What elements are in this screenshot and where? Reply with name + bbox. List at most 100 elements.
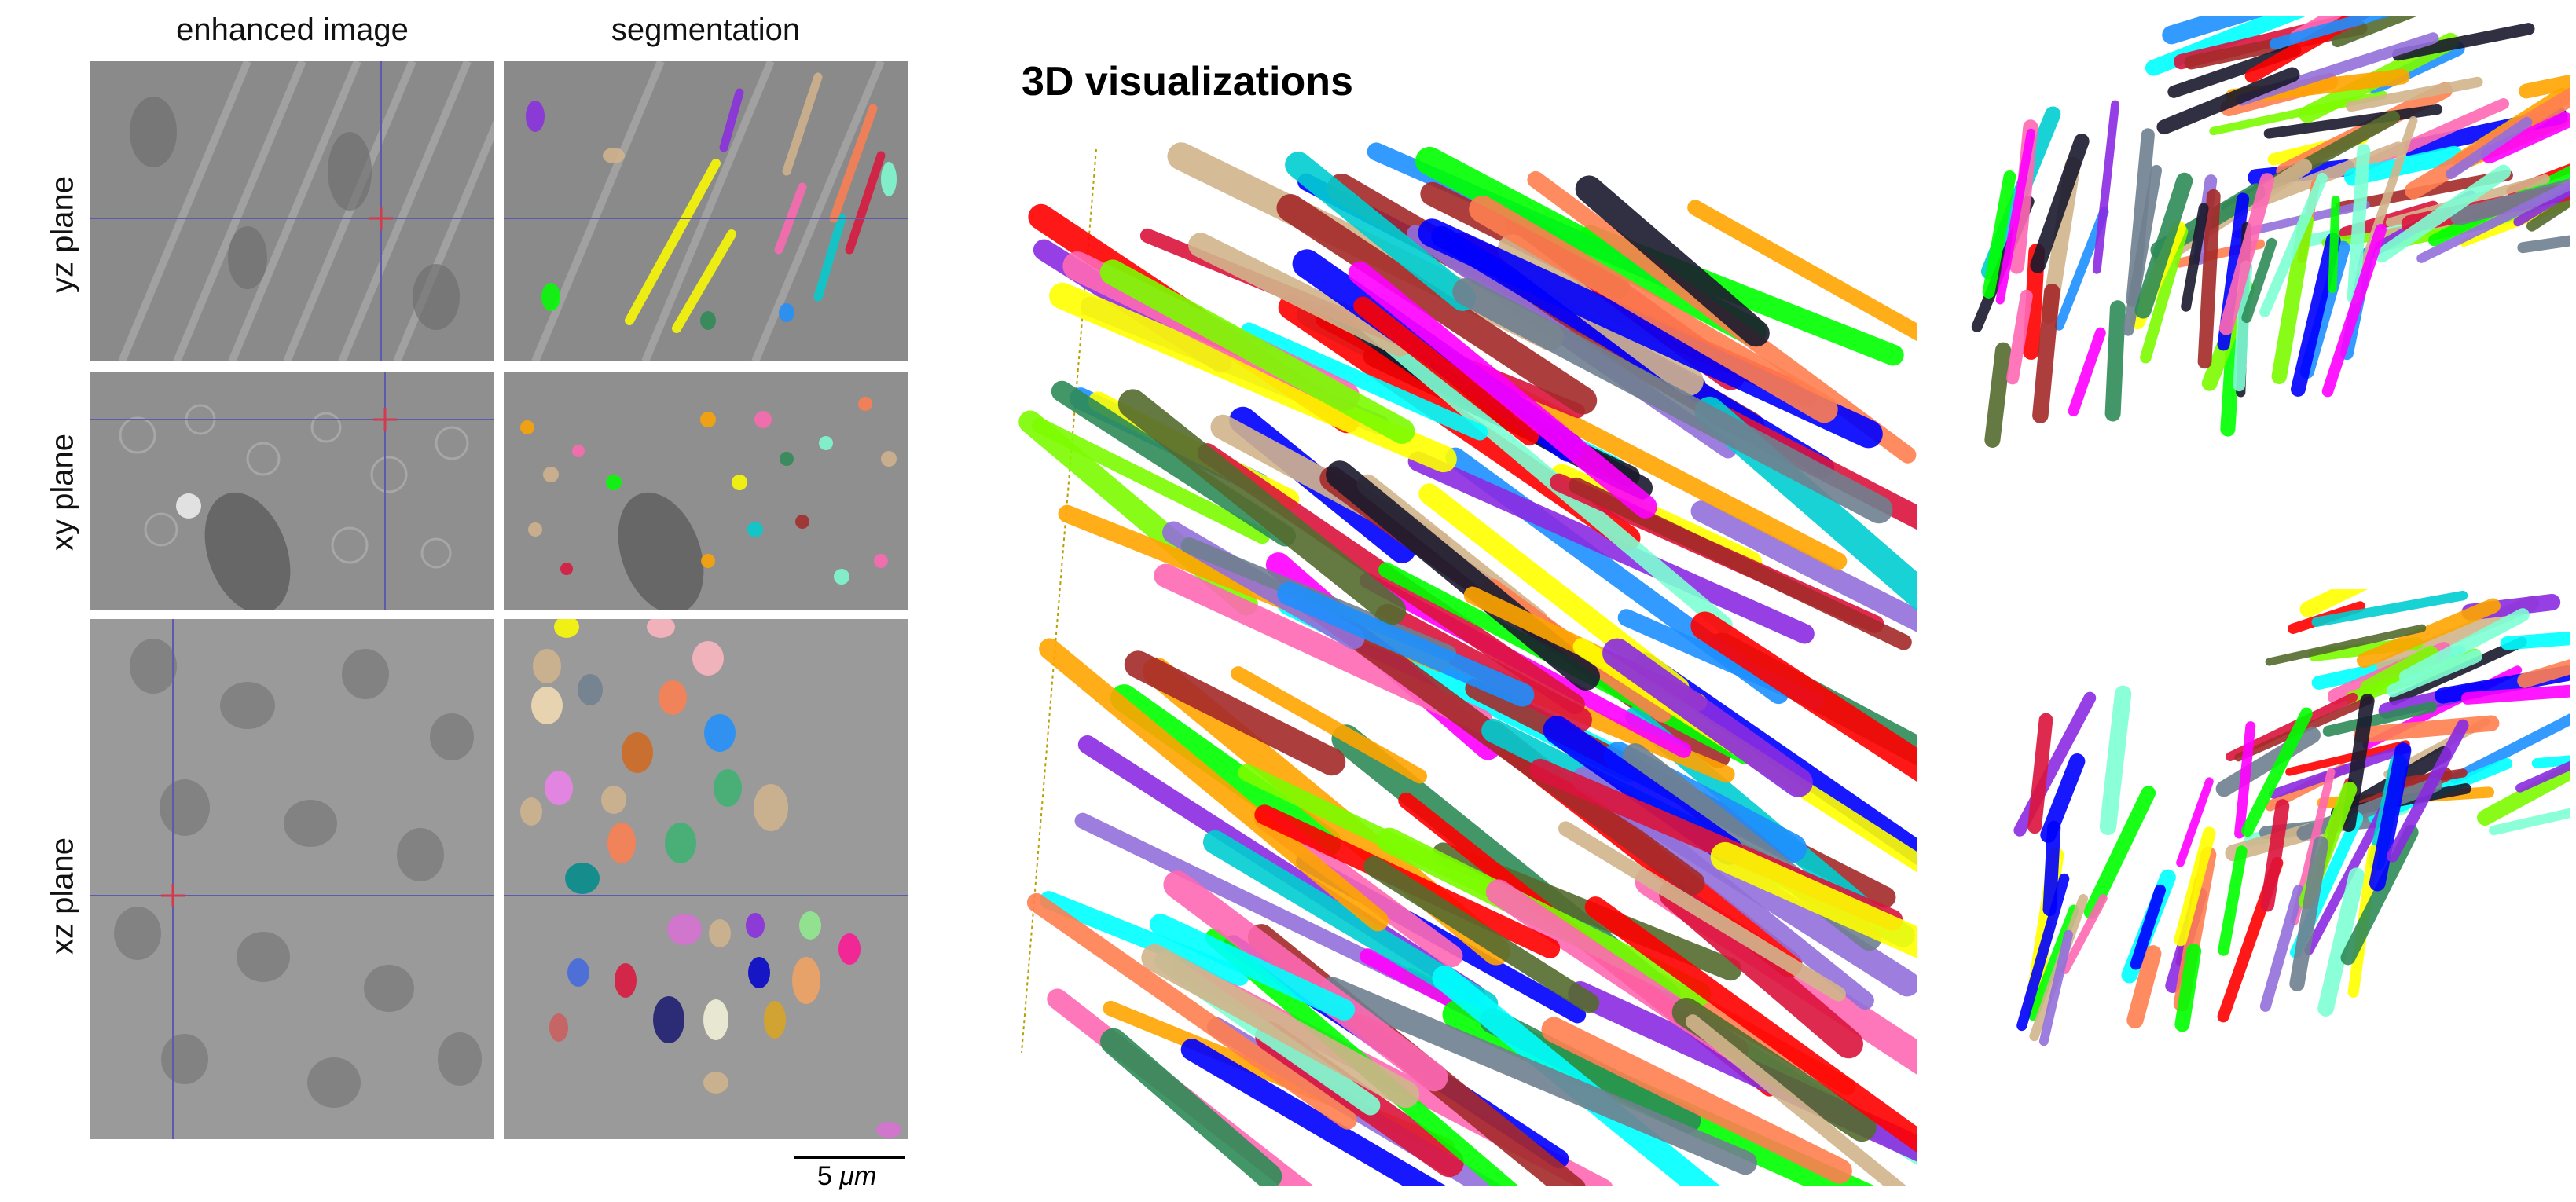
fiber-segment [2285,740,2410,776]
fiber-segment [2218,173,2274,335]
scale-bar [794,1156,905,1159]
fiber-segment [2515,760,2570,793]
fiber-segment [2416,180,2570,263]
fiber-segment [2271,213,2314,384]
fiber-segment [2526,194,2570,232]
fiber-segment [2006,289,2033,385]
fiber-segment [2032,283,2060,423]
xz-segmentation [504,619,908,1139]
fiber-segment [2130,884,2167,970]
fiber-segment [2174,944,2202,1032]
fiber-segment [2517,659,2570,688]
fiber-segment [2156,67,2300,135]
fiber-segment [1353,296,1539,446]
fiber-segment [2162,16,2266,45]
fiber-segment [2181,203,2209,312]
fiber-segment [2234,721,2256,839]
fiber-segment [2068,327,2106,417]
fiber-segment [1541,1017,1852,1184]
fiber-segment [2477,762,2570,826]
bottom-right-3d-view [1910,589,2570,1123]
fiber-segment [2249,141,2405,209]
fiber-segment [1984,342,2012,448]
fiber-segment [2446,116,2533,179]
scale-bar-unit: μm [839,1161,877,1191]
fiber-segment [2345,76,2483,112]
fiber-segment [2322,701,2438,737]
fiber-segment [2269,16,2393,50]
fiber-segment [2517,235,2570,254]
fiber-segment [2265,624,2427,666]
fiber-segment [1150,913,1356,1021]
fiber-segment [2040,753,2086,843]
fiber-segment [2259,885,2305,1012]
fiber-segment [2220,321,2242,437]
fiber-segment [1575,175,1770,347]
fiber-segment [2241,237,2277,324]
main-3d-visualization [998,102,1917,1186]
fiber-segment [2299,589,2369,617]
fiber-segment [2240,707,2313,837]
viz-title: 3D visualizations [1022,59,1353,104]
fiber-segment [2369,742,2412,892]
fiber-segment [2386,650,2482,698]
fiber-segment [2054,207,2109,331]
fiber-segment [2269,743,2412,799]
fiber-segment [1690,611,1917,782]
fiber-segment [1452,277,1893,524]
fiber-segment [1180,1039,1448,1186]
fiber-segment [2259,172,2328,317]
fiber-segment [1039,638,1389,932]
fiber-segment [2099,685,2132,835]
fiber-segment [2030,134,2090,273]
xz-enhanced-image [90,619,494,1139]
fiber-segment [2531,755,2570,768]
fiber-segment [2513,185,2570,227]
fiber-segment [2289,836,2328,991]
xy-segmentation [504,372,908,610]
fiber-segment [2356,598,2501,669]
fiber-segment [1100,1028,1282,1186]
fiber-segment [1326,460,1601,691]
fiber-segment [1124,650,1346,776]
fiber-segment [2027,713,2053,834]
fiber-segment [2392,23,2535,61]
fiber-segment [1995,128,2035,305]
fiber-segment [1231,666,1427,784]
fiber-segment [2331,16,2419,48]
fiber-segment [2092,100,2120,274]
fiber-segment [2386,719,2469,863]
fiber-segment [2174,826,2216,947]
fiber-segment [1352,311,1733,634]
fiber-segment [2042,820,2061,917]
fiber-segment [2481,112,2570,164]
fiber-segment [1319,977,1757,1175]
xy-enhanced-image [90,372,494,610]
fiber-segment [2290,233,2341,397]
fiber-segment [1277,581,1535,707]
fiber-segment [2374,164,2512,263]
fiber-segment [2104,300,2126,422]
column-header-enhanced: enhanced image [176,13,409,47]
fiber-segment [1363,856,1600,1013]
fiber-segment [1558,821,1846,1002]
row-label-yz: yz plane [45,176,80,293]
row-label-xz: xz plane [45,837,80,955]
fiber-segment [2311,590,2468,628]
fiber-segment [2489,808,2570,836]
fiber-segment [2244,16,2372,83]
fiber-segment [2328,196,2340,294]
fiber-segment [1602,638,1813,797]
fiber-segment [2296,777,2443,841]
fiber-segment [2218,845,2248,956]
column-header-segmentation: segmentation [611,13,801,47]
fiber-segment [1568,477,1912,650]
fiber-segment [2353,715,2500,743]
fiber-segment [2500,631,2570,650]
top-right-3d-view [1910,16,2570,550]
fiber-segment [1469,196,1838,423]
fiber-segment [1982,170,2016,299]
fiber-segment [2038,929,2073,1046]
fiber-segment [2461,684,2570,705]
row-label-xy: xy plane [45,434,80,551]
